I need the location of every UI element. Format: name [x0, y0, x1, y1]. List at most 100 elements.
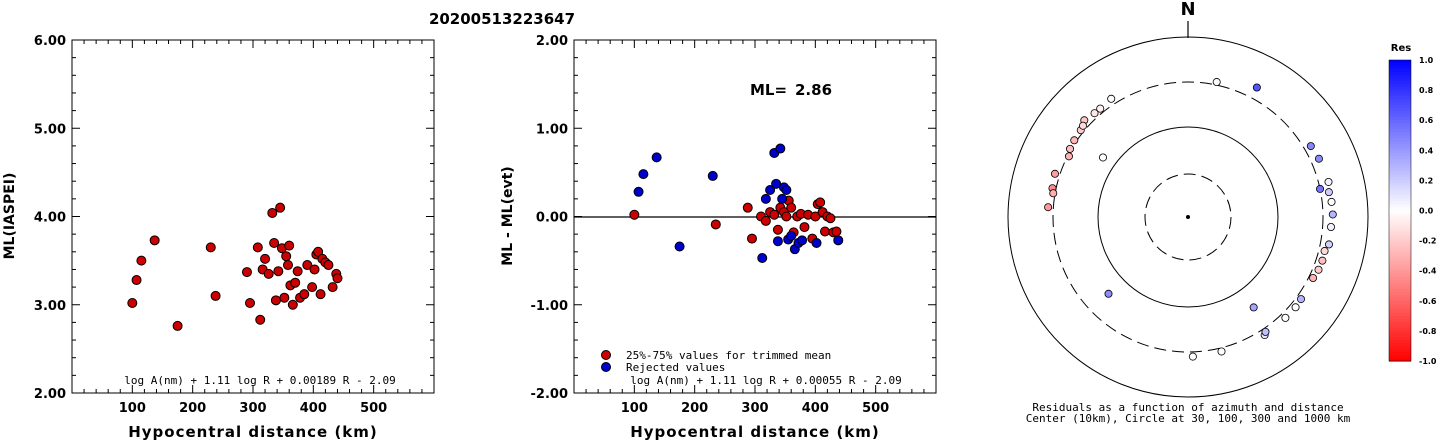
colorbar-segment [1389, 141, 1411, 145]
rejected-data-point [772, 236, 783, 247]
colorbar-segment [1389, 105, 1411, 109]
colorbar-segment [1389, 81, 1411, 85]
colorbar-segment [1389, 66, 1411, 70]
trimmed-data-point [746, 233, 757, 244]
colorbar-segment [1389, 216, 1411, 221]
residual-x-axis-label: Hypocentral distance (km) [630, 423, 880, 441]
colorbar-segment [1389, 288, 1411, 293]
colorbar-segment [1389, 159, 1411, 163]
colorbar-segment [1389, 309, 1411, 314]
rejected-data-point [786, 230, 797, 241]
colorbar-segment [1389, 60, 1411, 64]
colorbar-segment [1389, 177, 1411, 181]
trimmed-data-point [799, 222, 810, 233]
colorbar-segment [1389, 258, 1411, 263]
ml-data-point [127, 297, 138, 308]
colorbar-segment [1389, 270, 1411, 275]
station-marker [1324, 240, 1333, 249]
colorbar-segment [1389, 162, 1411, 166]
station-marker [1217, 347, 1226, 356]
colorbar-segment [1389, 246, 1411, 251]
residual-x-tick-label: 100 [621, 401, 648, 416]
colorbar-segment [1389, 90, 1411, 94]
colorbar-segment [1389, 324, 1411, 329]
colorbar-segment [1389, 84, 1411, 88]
colorbar-segment [1389, 192, 1411, 197]
residual-axis-ticks: 100 200 300 400 500 -2.00 -1.00 0.00 1.00 2.00 [531, 34, 936, 416]
colorbar-segment [1389, 75, 1411, 79]
colorbar-segment [1389, 168, 1411, 172]
legend: 25%-75% values for trimmed mean Rejected… [601, 349, 831, 374]
ml-data-point [244, 297, 255, 308]
station-marker [1070, 136, 1079, 145]
station-marker [1314, 154, 1323, 163]
colorbar-tick-label: 0.2 [1419, 176, 1433, 185]
station-marker [1318, 256, 1327, 265]
trimmed-data-point [629, 209, 640, 220]
ml-x-tick-label: 500 [360, 401, 387, 416]
station-marker [1249, 303, 1258, 312]
colorbar-segment [1389, 285, 1411, 290]
residual-x-tick-label: 300 [741, 401, 768, 416]
ml-value: 2.86 [795, 81, 832, 99]
colorbar-segment [1389, 96, 1411, 100]
station-marker [1096, 104, 1105, 113]
colorbar-segment [1389, 180, 1411, 185]
colorbar-segment [1389, 93, 1411, 97]
colorbar-segment [1389, 348, 1411, 353]
colorbar-segment [1389, 261, 1411, 266]
ml-data-point [292, 266, 303, 277]
station-marker [1107, 94, 1116, 103]
colorbar-segment [1389, 183, 1411, 188]
ml-data-point [149, 235, 160, 246]
residual-x-tick-label: 200 [681, 401, 708, 416]
ml-label: ML= [750, 81, 787, 99]
colorbar-segment [1389, 231, 1411, 236]
trimmed-data-point [819, 226, 830, 237]
colorbar-segment [1389, 330, 1411, 335]
colorbar-segment [1389, 225, 1411, 230]
colorbar-segment [1389, 315, 1411, 320]
colorbar-segment [1389, 240, 1411, 245]
colorbar-segment [1389, 357, 1411, 362]
ml-data-point [275, 202, 286, 213]
colorbar-segment [1389, 198, 1411, 203]
colorbar-segment [1389, 321, 1411, 326]
colorbar-segment [1389, 312, 1411, 317]
figure-title: 20200513223647 [429, 10, 575, 28]
legend-label-trimmed: 25%-75% values for trimmed mean [626, 349, 831, 362]
colorbar-segment [1389, 243, 1411, 248]
station-marker [1306, 142, 1315, 151]
colorbar-segment [1389, 120, 1411, 124]
ml-data-point [252, 242, 263, 253]
ml-data-point [309, 264, 320, 275]
colorbar-tick-label: -0.6 [1419, 297, 1437, 306]
rejected-data-point [833, 235, 844, 246]
station-marker [1050, 169, 1059, 178]
colorbar-segment [1389, 204, 1411, 209]
trimmed-data-point [825, 213, 836, 224]
residual-vs-distance-panel: ML - ML(evt) Hypocentral distance (km) M… [500, 34, 937, 441]
ml-data-point [284, 240, 295, 251]
legend-marker-trimmed [601, 350, 611, 360]
station-marker [1281, 313, 1290, 322]
colorbar-segment [1389, 153, 1411, 157]
station-marker [1320, 247, 1329, 256]
ml-data-point [255, 314, 266, 325]
colorbar-segment [1389, 342, 1411, 347]
rejected-data-point [797, 235, 808, 246]
colorbar-tick-label: 0.8 [1419, 86, 1434, 95]
ml-data-point [332, 273, 343, 284]
station-marker [1291, 303, 1300, 312]
ml-data-point [299, 289, 310, 300]
rejected-data-point [674, 241, 685, 252]
colorbar-segment [1389, 318, 1411, 323]
colorbar-tick-label: -1.0 [1419, 357, 1437, 366]
colorbar-segment [1389, 144, 1411, 148]
station-marker [1328, 210, 1337, 219]
ring-300km [1052, 81, 1324, 353]
colorbar-segment [1389, 267, 1411, 272]
colorbar-segment [1389, 228, 1411, 233]
ml-x-axis-label: Hypocentral distance (km) [128, 423, 378, 441]
